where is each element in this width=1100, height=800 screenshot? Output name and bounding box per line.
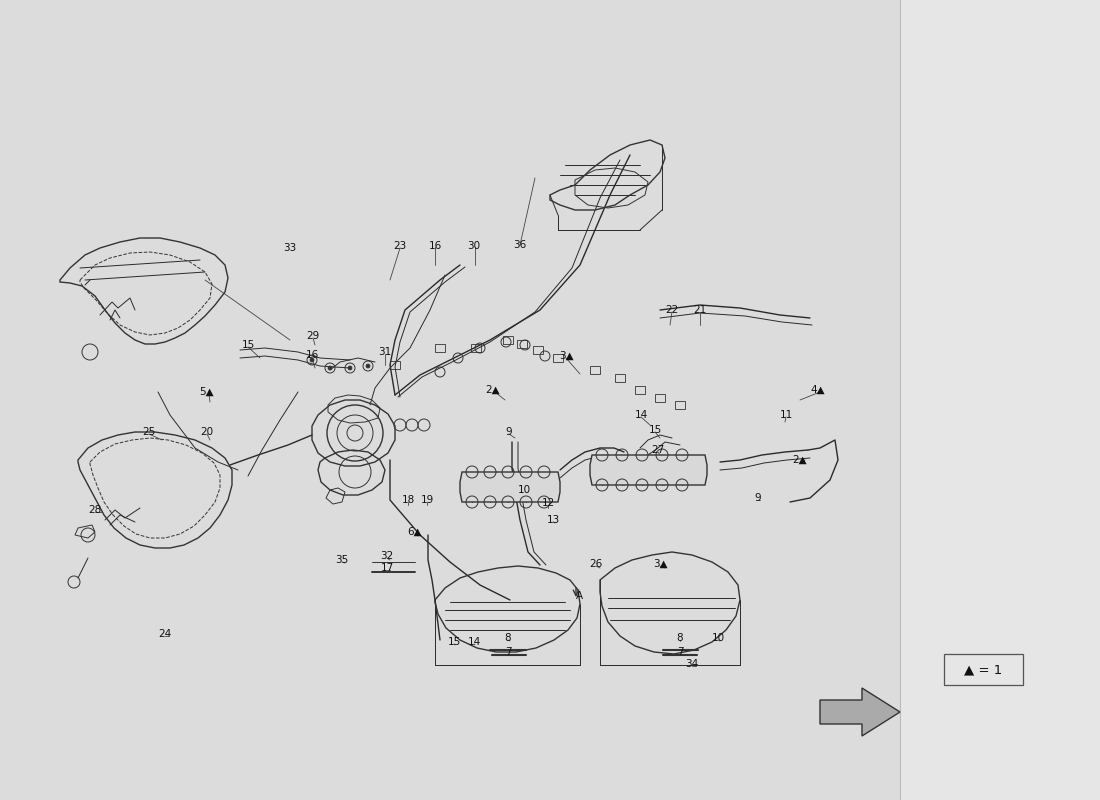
- Text: 24: 24: [158, 629, 172, 639]
- Text: 7: 7: [676, 647, 683, 657]
- Text: 31: 31: [378, 347, 392, 357]
- Text: 4▲: 4▲: [811, 385, 825, 395]
- Text: 10: 10: [517, 485, 530, 495]
- Text: 17: 17: [381, 563, 394, 573]
- Text: 6▲: 6▲: [408, 527, 422, 537]
- Text: 34: 34: [685, 659, 698, 669]
- Text: 13: 13: [547, 515, 560, 525]
- Text: 36: 36: [514, 240, 527, 250]
- Text: 5▲: 5▲: [200, 387, 214, 397]
- Text: 23: 23: [394, 241, 407, 251]
- Text: 28: 28: [88, 505, 101, 515]
- Text: 15: 15: [448, 637, 461, 647]
- Text: 15: 15: [648, 425, 661, 435]
- Text: 27: 27: [651, 445, 664, 455]
- Text: 3▲: 3▲: [559, 351, 573, 361]
- Text: 18: 18: [402, 495, 415, 505]
- Text: 32: 32: [381, 551, 394, 561]
- Circle shape: [366, 364, 370, 368]
- Text: 22: 22: [666, 305, 679, 315]
- Text: 8: 8: [505, 633, 512, 643]
- Text: 35: 35: [336, 555, 349, 565]
- Text: 3▲: 3▲: [652, 559, 668, 569]
- Text: 29: 29: [307, 331, 320, 341]
- Text: 9: 9: [755, 493, 761, 503]
- Text: A: A: [575, 591, 583, 601]
- Text: 9: 9: [506, 427, 513, 437]
- Text: 21: 21: [693, 305, 706, 315]
- Circle shape: [310, 358, 314, 362]
- Text: 33: 33: [284, 243, 297, 253]
- Text: 15: 15: [241, 340, 254, 350]
- Polygon shape: [460, 472, 560, 502]
- Text: 2▲: 2▲: [486, 385, 500, 395]
- Text: 19: 19: [420, 495, 433, 505]
- Text: 14: 14: [468, 637, 481, 647]
- Text: 26: 26: [590, 559, 603, 569]
- Text: 25: 25: [142, 427, 155, 437]
- Text: 10: 10: [712, 633, 725, 643]
- Bar: [900, 0, 1100, 800]
- Circle shape: [348, 366, 352, 370]
- Text: 7: 7: [505, 647, 512, 657]
- Text: 2▲: 2▲: [793, 455, 807, 465]
- Text: 20: 20: [200, 427, 213, 437]
- Text: 30: 30: [468, 241, 481, 251]
- Circle shape: [328, 366, 332, 370]
- Polygon shape: [820, 688, 900, 736]
- Text: 8: 8: [676, 633, 683, 643]
- Text: ▲ = 1: ▲ = 1: [965, 663, 1002, 676]
- Text: 12: 12: [541, 498, 554, 508]
- Bar: [944, 654, 1023, 685]
- Text: 14: 14: [635, 410, 648, 420]
- Bar: [0, 0, 900, 800]
- Text: 16: 16: [428, 241, 441, 251]
- Polygon shape: [590, 455, 707, 485]
- Text: 16: 16: [306, 350, 319, 360]
- Text: 11: 11: [780, 410, 793, 420]
